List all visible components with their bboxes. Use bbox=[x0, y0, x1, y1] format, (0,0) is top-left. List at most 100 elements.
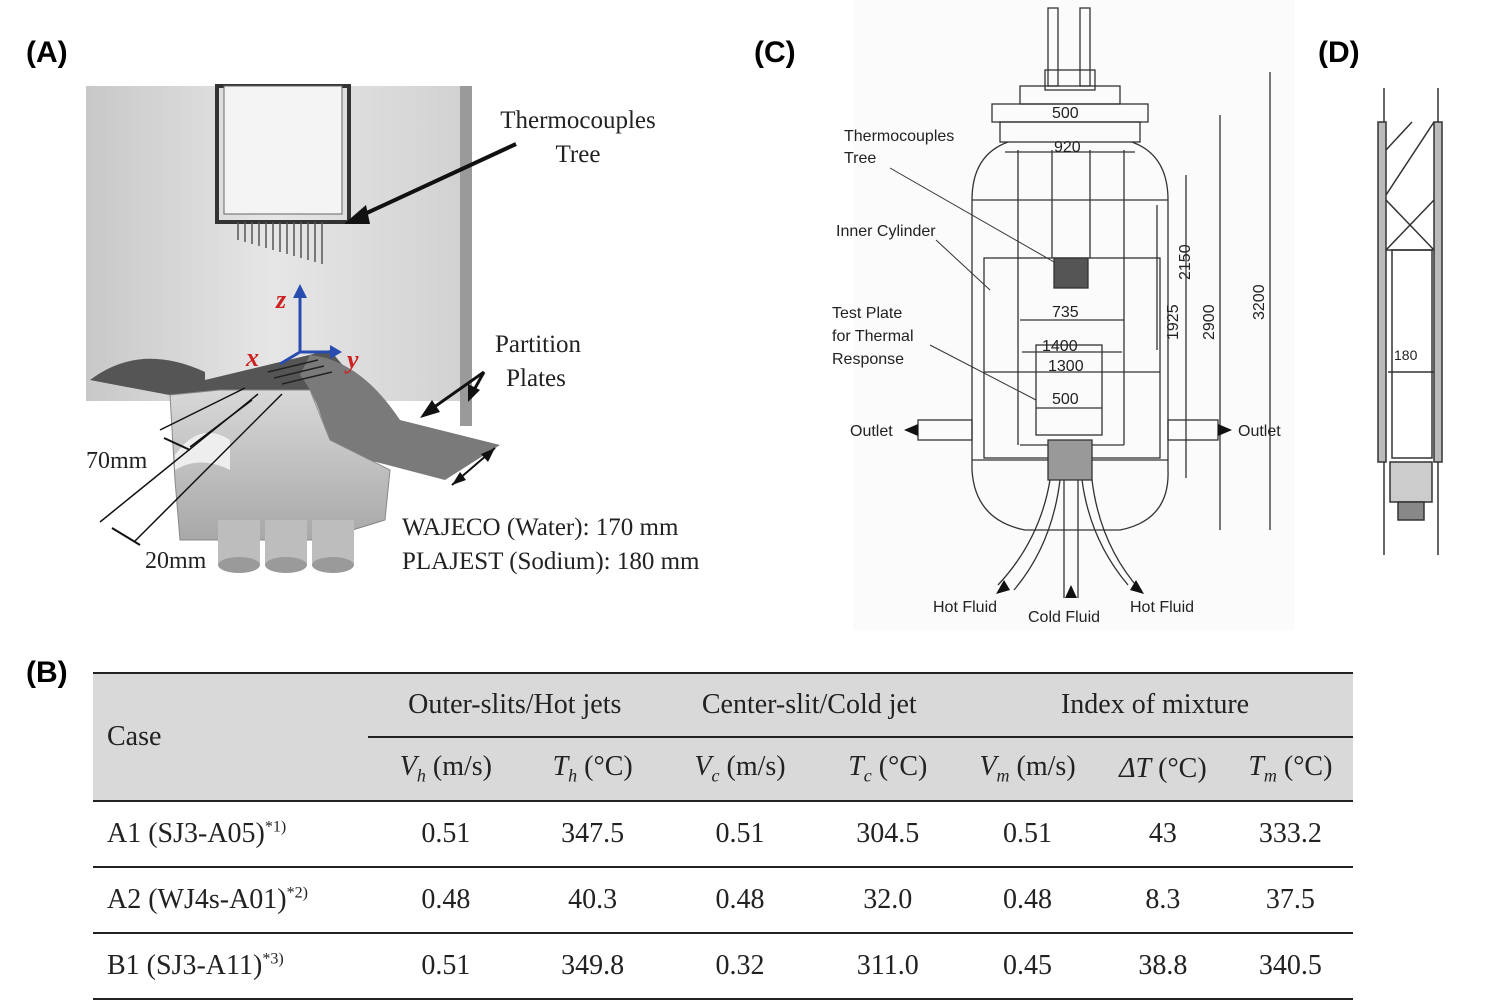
value-cell: 40.3 bbox=[568, 884, 618, 915]
outlet-left-label: Outlet bbox=[850, 423, 893, 440]
dim-180-label: 180 bbox=[1394, 347, 1418, 363]
dim-3200: 3200 bbox=[1251, 284, 1268, 320]
partition-plate-right bbox=[300, 355, 500, 480]
plajest-label: PLAJEST (Sodium): 180 mm bbox=[402, 548, 700, 575]
axis-z-label: z bbox=[275, 285, 287, 314]
table-row: B1 (SJ3-A11)*3) 0.51 349.8 0.32 311.0 0.45 38.… bbox=[93, 933, 1353, 999]
leader-lines bbox=[889, 167, 1055, 401]
column-header: Vh (m/s) bbox=[368, 736, 524, 801]
value-cell: 0.51 bbox=[1003, 818, 1053, 849]
group-hot-jets: Outer-slits/Hot jets bbox=[368, 673, 662, 738]
panel-label-c: (C) bbox=[754, 36, 796, 69]
thermocouples-arrowhead bbox=[344, 205, 370, 224]
dim-1925: 1925 bbox=[1165, 304, 1182, 340]
tc-label-1: Thermocouples bbox=[844, 128, 954, 145]
test-plate-label-3: Response bbox=[832, 351, 904, 368]
partition-arrowhead-2 bbox=[468, 384, 480, 402]
panel-c-bg bbox=[853, 0, 1295, 630]
dim-2150: 2150 bbox=[1177, 244, 1194, 280]
column-header: Vm (m/s) bbox=[957, 736, 1099, 801]
column-header: Tm (°C) bbox=[1227, 736, 1353, 801]
case-cell: B1 (SJ3-A11)*3) bbox=[107, 950, 284, 981]
dim-500-top: 500 bbox=[1052, 105, 1079, 122]
wajeco-label: WAJECO (Water): 170 mm bbox=[402, 514, 679, 541]
value-cell: 311.0 bbox=[856, 950, 919, 981]
group-index-mixture: Index of mixture bbox=[957, 673, 1353, 738]
column-header: Th (°C) bbox=[523, 736, 662, 801]
value-cell: 340.5 bbox=[1258, 950, 1322, 981]
nozzle-block bbox=[169, 389, 391, 541]
table-row: A2 (WJ4s-A01)*2) 0.48 40.3 0.48 32.0 0.48 8.3 3… bbox=[93, 867, 1353, 933]
value-cell: 0.48 bbox=[715, 884, 765, 915]
dim-70-label: 70mm bbox=[86, 448, 148, 474]
dim-70-line-a bbox=[159, 387, 246, 431]
value-cell: 0.51 bbox=[421, 818, 471, 849]
dim-20-label: 20mm bbox=[145, 548, 207, 574]
tree-label: Tree bbox=[556, 141, 601, 168]
dim-735: 735 bbox=[1052, 304, 1079, 321]
value-cell: 304.5 bbox=[856, 818, 920, 849]
axis-x-label: x bbox=[245, 343, 259, 372]
thermocouple-frame-inner bbox=[223, 85, 343, 215]
value-cell: 347.5 bbox=[561, 818, 625, 849]
partition-label: Partition bbox=[495, 331, 582, 358]
cold-fluid-label: Cold Fluid bbox=[1028, 609, 1100, 626]
side-view-drawing bbox=[1377, 88, 1443, 555]
flow-arrows bbox=[904, 424, 1232, 598]
dim-500-low: 500 bbox=[1052, 391, 1079, 408]
panel-label-a: (A) bbox=[26, 36, 68, 69]
value-cell: 0.51 bbox=[715, 818, 765, 849]
value-cell: 38.8 bbox=[1138, 950, 1188, 981]
axis-y-label: y bbox=[344, 345, 359, 374]
panel-label-d: (D) bbox=[1318, 36, 1360, 69]
dim-70-arrow bbox=[163, 437, 191, 451]
value-cell: 0.48 bbox=[421, 884, 471, 915]
value-cell: 43 bbox=[1148, 818, 1177, 849]
partition-arrow-2 bbox=[472, 371, 486, 391]
hot-fluid-left-label: Hot Fluid bbox=[933, 599, 997, 616]
column-header: Tc (°C) bbox=[818, 736, 958, 801]
test-plate-label-2: for Thermal bbox=[832, 328, 914, 345]
case-cell: A1 (SJ3-A05)*1) bbox=[107, 818, 287, 849]
dim-920: 920 bbox=[1054, 139, 1081, 156]
dim-1400: 1400 bbox=[1042, 338, 1078, 355]
column-header: Vc (m/s) bbox=[661, 736, 819, 801]
table-row: A1 (SJ3-A05)*1) 0.51 347.5 0.51 304.5 0.51 43 3… bbox=[93, 801, 1353, 867]
case-cell: A2 (WJ4s-A01)*2) bbox=[107, 884, 308, 915]
inner-cylinder-label: Inner Cylinder bbox=[836, 223, 936, 240]
table-header-row-1: Case Outer-slits/Hot jets Center-slit/Co… bbox=[93, 673, 1353, 752]
value-cell: 0.32 bbox=[715, 950, 765, 981]
value-cell: 0.51 bbox=[421, 950, 471, 981]
plates-label: Plates bbox=[506, 365, 566, 392]
dim-20-line-a bbox=[99, 393, 259, 523]
partition-arrowhead-1 bbox=[420, 400, 440, 418]
value-cell: 0.48 bbox=[1003, 884, 1053, 915]
conditions-table-wrap: Case Outer-slits/Hot jets Center-slit/Co… bbox=[93, 672, 1353, 1000]
conditions-table: Case Outer-slits/Hot jets Center-slit/Co… bbox=[93, 672, 1353, 1000]
panel-label-b: (B) bbox=[26, 656, 68, 689]
thermocouple-tips bbox=[237, 222, 323, 264]
value-cell: 0.45 bbox=[1003, 950, 1053, 981]
group-cold-jet: Center-slit/Cold jet bbox=[661, 673, 958, 738]
value-cell: 32.0 bbox=[863, 884, 913, 915]
dim-20-arrow bbox=[111, 527, 141, 546]
partition-arrow-1 bbox=[429, 370, 485, 412]
x-axis bbox=[279, 350, 301, 366]
thermocouples-arrow bbox=[355, 142, 517, 220]
value-cell: 333.2 bbox=[1258, 818, 1322, 849]
outlet-right-label: Outlet bbox=[1238, 423, 1281, 440]
wall-edge bbox=[460, 86, 472, 426]
column-header: ΔT (°C) bbox=[1098, 736, 1228, 801]
vessel-drawing bbox=[917, 7, 1271, 598]
value-cell: 349.8 bbox=[561, 950, 625, 981]
value-cell: 8.3 bbox=[1145, 884, 1181, 915]
nozzle-pipes bbox=[218, 520, 354, 573]
dim-2900: 2900 bbox=[1201, 304, 1218, 340]
thermocouples-label: Thermocouples bbox=[500, 107, 656, 134]
table-body: A1 (SJ3-A05)*1) 0.51 347.5 0.51 304.5 0.51 43 3… bbox=[93, 801, 1353, 999]
hot-fluid-right-label: Hot Fluid bbox=[1130, 599, 1194, 616]
test-plate-label-1: Test Plate bbox=[832, 305, 902, 322]
